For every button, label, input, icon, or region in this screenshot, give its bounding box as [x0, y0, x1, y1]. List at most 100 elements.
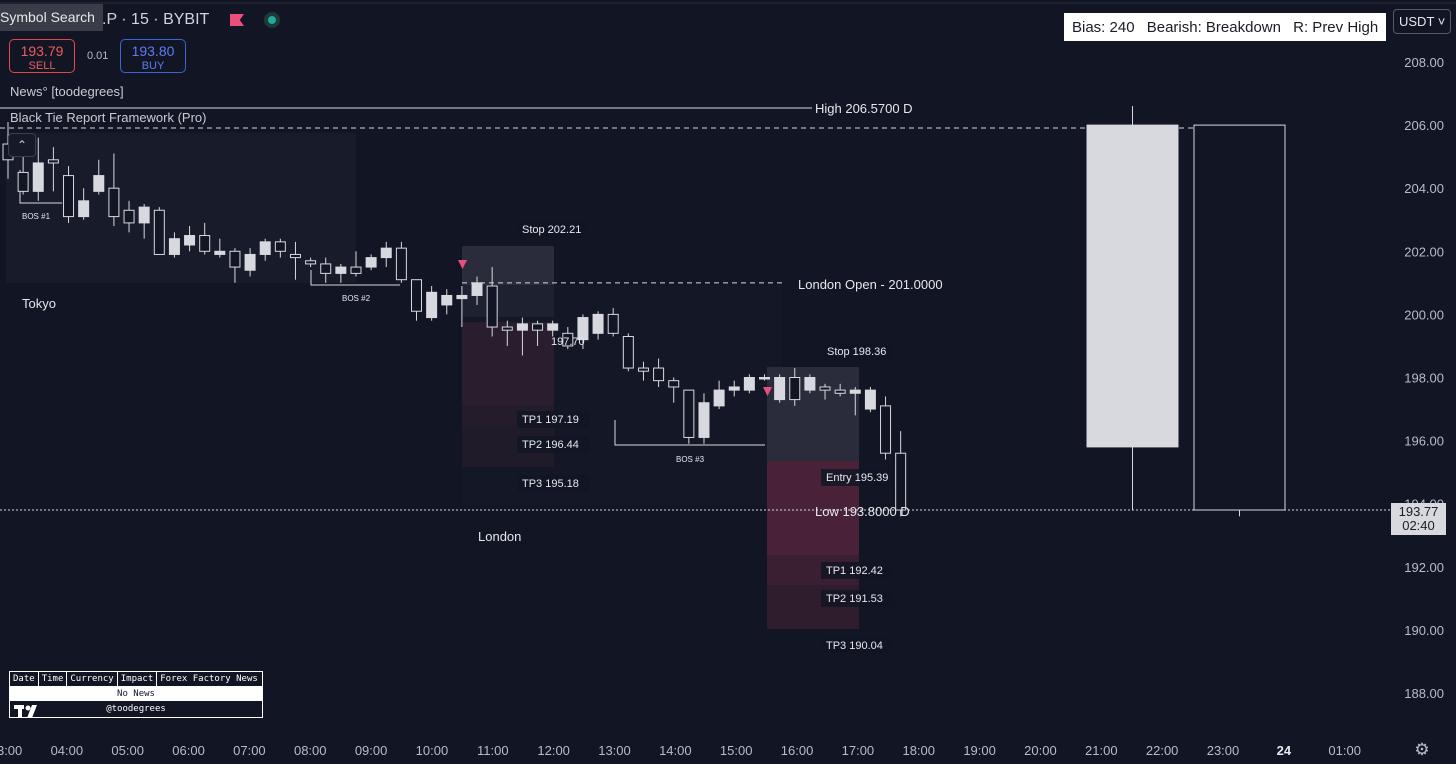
session-label-tokyo: Tokyo [22, 296, 56, 311]
bos-label: BOS #1 [22, 212, 51, 221]
x-tick-label: 16:00 [781, 743, 814, 758]
sell-price: 193.79 [20, 43, 64, 59]
current-price-tag: 193.77 02:40 [1391, 503, 1446, 535]
news-table: Date Time Currency Impact Forex Factory … [9, 671, 263, 718]
chevron-down-icon: ˅ [1437, 14, 1446, 29]
candle [834, 389, 846, 394]
y-tick-label: 206.00 [1404, 118, 1444, 133]
candle [32, 162, 44, 192]
sell-button[interactable]: 193.79 SELL [9, 39, 75, 73]
london-open-label: London Open - 201.0000 [798, 277, 943, 292]
candle [683, 389, 695, 438]
flag-icon[interactable] [230, 14, 244, 26]
candle [804, 377, 816, 391]
x-tick-label: 21:00 [1085, 743, 1118, 758]
x-tick-label: 06:00 [172, 743, 205, 758]
y-tick-label: 190.00 [1404, 623, 1444, 638]
gear-icon[interactable]: ⚙ [1414, 740, 1430, 759]
tokyo-session-box [6, 133, 356, 283]
candle [395, 247, 407, 281]
tp3-label-bg [821, 637, 893, 654]
indicator-news[interactable]: News° [toodegrees] [10, 84, 124, 99]
y-tick-label: 198.00 [1404, 371, 1444, 386]
candle [138, 206, 150, 224]
candle [501, 326, 513, 331]
tp3-label: TP3 195.18 [522, 478, 579, 490]
tradingview-logo-icon [14, 705, 37, 718]
bos-label: BOS #2 [342, 294, 371, 303]
x-tick-label: 12:00 [537, 743, 570, 758]
news-footer: @toodegrees [10, 701, 262, 718]
candle [849, 389, 861, 394]
symbol-title[interactable]: .P · 15 · BYBIT [102, 11, 210, 28]
x-tick-label: 03:00 [0, 743, 22, 758]
candle [350, 266, 362, 274]
bos-label: BOS #3 [676, 455, 705, 464]
x-tick-label: 18:00 [902, 743, 935, 758]
x-tick-label: 24 [1277, 743, 1292, 758]
news-col-impact: Impact [118, 672, 158, 686]
x-tick-label: 14:00 [659, 743, 692, 758]
candle-countdown: 02:40 [1402, 518, 1435, 533]
candle [244, 253, 256, 271]
candle [365, 257, 377, 268]
candle [320, 263, 332, 274]
candle [168, 238, 180, 255]
candle [93, 175, 105, 192]
candle [819, 386, 831, 391]
stop-label: Stop 202.21 [522, 224, 581, 236]
candle [486, 285, 498, 328]
current-price: 193.77 [1398, 504, 1439, 519]
candle [305, 260, 317, 265]
candle [880, 405, 892, 454]
sell-signal-icon [763, 387, 772, 396]
session-label-london: London [478, 529, 521, 544]
candle [637, 367, 649, 372]
candle [653, 367, 665, 382]
candle [78, 200, 90, 218]
london-session-box [462, 285, 782, 505]
tp2-label-bg [517, 436, 589, 453]
entry-price-label: 197.70 [551, 336, 585, 348]
entry-label-bg [821, 469, 893, 486]
candle [63, 175, 75, 218]
y-tick-label: 200.00 [1404, 307, 1444, 322]
bias-panel: Bias: 240 Bearish: Breakdown R: Prev Hig… [1064, 13, 1387, 41]
x-tick-label: 01:00 [1328, 743, 1361, 758]
news-col-currency: Currency [67, 672, 118, 686]
buy-button[interactable]: 193.80 BUY [120, 39, 186, 73]
indicator-framework[interactable]: Black Tie Report Framework (Pro) [10, 110, 207, 125]
candle [411, 279, 423, 312]
candle [759, 377, 770, 380]
candle [289, 253, 301, 259]
x-tick-label: 11:00 [477, 743, 509, 758]
tp2-label: TP2 191.53 [826, 593, 883, 605]
bias-direction: Bearish: Breakdown [1146, 19, 1281, 36]
currency-select[interactable]: USDT ˅ [1393, 9, 1452, 34]
x-tick-label: 20:00 [1024, 743, 1057, 758]
currency-label: USDT [1399, 14, 1435, 29]
candle [108, 187, 120, 218]
candle [47, 159, 59, 164]
x-tick-label: 08:00 [294, 743, 327, 758]
candle [456, 294, 468, 300]
x-tick-label: 17:00 [842, 743, 875, 758]
sell-label: SELL [28, 60, 56, 72]
y-tick-label: 208.00 [1404, 55, 1444, 70]
candle [547, 323, 559, 331]
collapse-legend-button[interactable]: ⌃ [8, 133, 36, 157]
candle [668, 380, 680, 388]
htf-candle [1086, 124, 1179, 448]
tp2-label-bg [821, 590, 893, 607]
candle [728, 386, 740, 391]
candle [562, 332, 574, 347]
candle [895, 452, 907, 511]
x-tick-label: 04:00 [51, 743, 84, 758]
stop-label: Stop 198.36 [827, 346, 886, 358]
bos-2-line [310, 270, 400, 286]
stop-label-bg [517, 221, 587, 238]
candle [592, 313, 604, 334]
y-tick-label: 202.00 [1404, 244, 1444, 259]
candle [713, 389, 725, 407]
